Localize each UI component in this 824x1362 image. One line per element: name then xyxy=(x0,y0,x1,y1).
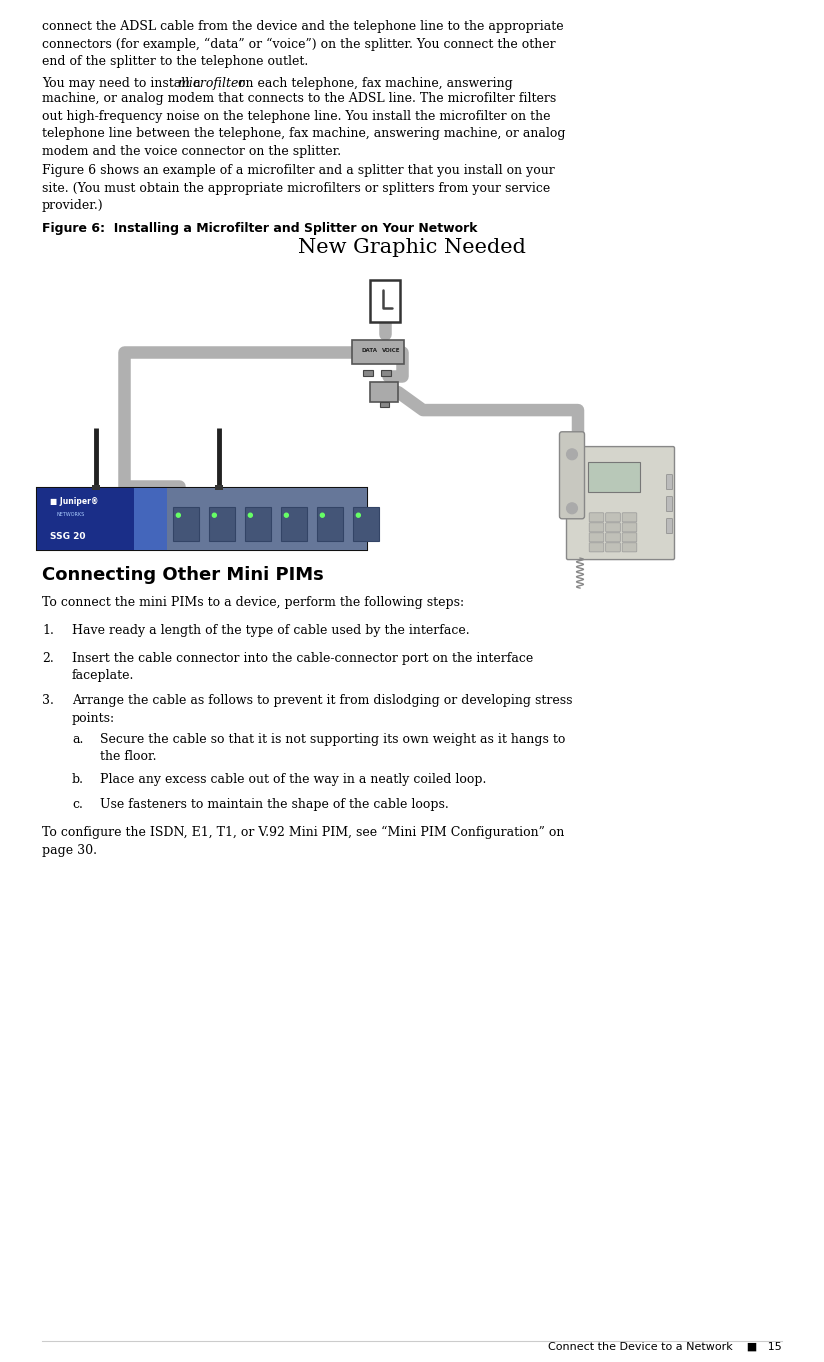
FancyBboxPatch shape xyxy=(209,507,236,541)
FancyBboxPatch shape xyxy=(37,488,367,550)
Bar xyxy=(214,485,222,490)
Text: You may need to install a: You may need to install a xyxy=(42,78,204,90)
Text: Arrange the cable as follows to prevent it from dislodging or developing stress
: Arrange the cable as follows to prevent … xyxy=(72,695,573,725)
Text: machine, or analog modem that connects to the ADSL line. The microfilter filters: machine, or analog modem that connects t… xyxy=(42,93,565,158)
Text: a.: a. xyxy=(72,733,83,746)
Text: b.: b. xyxy=(72,774,84,786)
Text: Place any excess cable out of the way in a neatly coiled loop.: Place any excess cable out of the way in… xyxy=(100,774,486,786)
Text: DATA: DATA xyxy=(362,347,378,353)
Bar xyxy=(381,370,391,376)
Text: connect the ADSL cable from the device and the telephone line to the appropriate: connect the ADSL cable from the device a… xyxy=(42,20,564,68)
Text: Connecting Other Mini PIMs: Connecting Other Mini PIMs xyxy=(42,567,324,584)
Text: microfilter: microfilter xyxy=(177,78,245,90)
Text: c.: c. xyxy=(72,798,83,812)
FancyBboxPatch shape xyxy=(589,533,604,542)
Text: Have ready a length of the type of cable used by the interface.: Have ready a length of the type of cable… xyxy=(72,624,470,637)
FancyBboxPatch shape xyxy=(173,507,199,541)
Text: 2.: 2. xyxy=(42,651,54,665)
FancyBboxPatch shape xyxy=(606,533,620,542)
FancyBboxPatch shape xyxy=(589,512,604,522)
Bar xyxy=(370,281,400,321)
Text: To configure the ISDN, E1, T1, or V.92 Mini PIM, see “Mini PIM Configuration” on: To configure the ISDN, E1, T1, or V.92 M… xyxy=(42,825,564,857)
Text: 1.: 1. xyxy=(42,624,54,637)
Text: SSG 20: SSG 20 xyxy=(50,533,86,541)
FancyBboxPatch shape xyxy=(667,474,672,489)
FancyBboxPatch shape xyxy=(167,488,367,550)
Text: Secure the cable so that it is not supporting its own weight as it hangs to
the : Secure the cable so that it is not suppo… xyxy=(100,733,565,764)
FancyBboxPatch shape xyxy=(606,523,620,533)
FancyBboxPatch shape xyxy=(134,488,167,550)
Circle shape xyxy=(248,513,252,518)
FancyBboxPatch shape xyxy=(566,447,675,560)
Text: VOICE: VOICE xyxy=(382,347,400,353)
Text: Connect the Device to a Network    ■   15: Connect the Device to a Network ■ 15 xyxy=(548,1342,782,1352)
FancyBboxPatch shape xyxy=(246,507,271,541)
Circle shape xyxy=(284,513,288,518)
Text: Insert the cable connector into the cable-connector port on the interface
facepl: Insert the cable connector into the cabl… xyxy=(72,651,533,682)
FancyBboxPatch shape xyxy=(606,543,620,552)
Text: New Graphic Needed: New Graphic Needed xyxy=(298,238,526,257)
FancyBboxPatch shape xyxy=(606,512,620,522)
FancyBboxPatch shape xyxy=(622,543,637,552)
Text: To connect the mini PIMs to a device, perform the following steps:: To connect the mini PIMs to a device, pe… xyxy=(42,597,464,609)
FancyBboxPatch shape xyxy=(667,497,672,512)
FancyBboxPatch shape xyxy=(559,432,584,519)
FancyBboxPatch shape xyxy=(588,462,640,492)
Bar xyxy=(363,370,373,376)
FancyBboxPatch shape xyxy=(353,507,379,541)
Bar xyxy=(92,485,101,490)
Circle shape xyxy=(176,513,180,518)
Text: Figure 6 shows an example of a microfilter and a splitter that you install on yo: Figure 6 shows an example of a microfilt… xyxy=(42,165,555,212)
FancyBboxPatch shape xyxy=(317,507,344,541)
Circle shape xyxy=(566,503,578,513)
FancyBboxPatch shape xyxy=(622,533,637,542)
FancyBboxPatch shape xyxy=(667,519,672,534)
Text: 3.: 3. xyxy=(42,695,54,707)
FancyBboxPatch shape xyxy=(589,543,604,552)
FancyBboxPatch shape xyxy=(281,507,307,541)
FancyBboxPatch shape xyxy=(622,523,637,533)
Circle shape xyxy=(356,513,360,518)
Circle shape xyxy=(566,449,578,460)
FancyBboxPatch shape xyxy=(37,488,134,550)
Circle shape xyxy=(213,513,217,518)
Bar xyxy=(380,402,388,407)
FancyBboxPatch shape xyxy=(370,383,398,402)
FancyBboxPatch shape xyxy=(622,512,637,522)
FancyBboxPatch shape xyxy=(589,523,604,533)
Circle shape xyxy=(321,513,325,518)
Text: Use fasteners to maintain the shape of the cable loops.: Use fasteners to maintain the shape of t… xyxy=(100,798,449,812)
Text: ■ Juniper®: ■ Juniper® xyxy=(50,497,98,507)
Text: on each telephone, fax machine, answering: on each telephone, fax machine, answerin… xyxy=(234,78,513,90)
Text: NETWORKS: NETWORKS xyxy=(56,512,84,516)
FancyBboxPatch shape xyxy=(352,340,404,364)
Text: Figure 6:  Installing a Microfilter and Splitter on Your Network: Figure 6: Installing a Microfilter and S… xyxy=(42,222,477,234)
